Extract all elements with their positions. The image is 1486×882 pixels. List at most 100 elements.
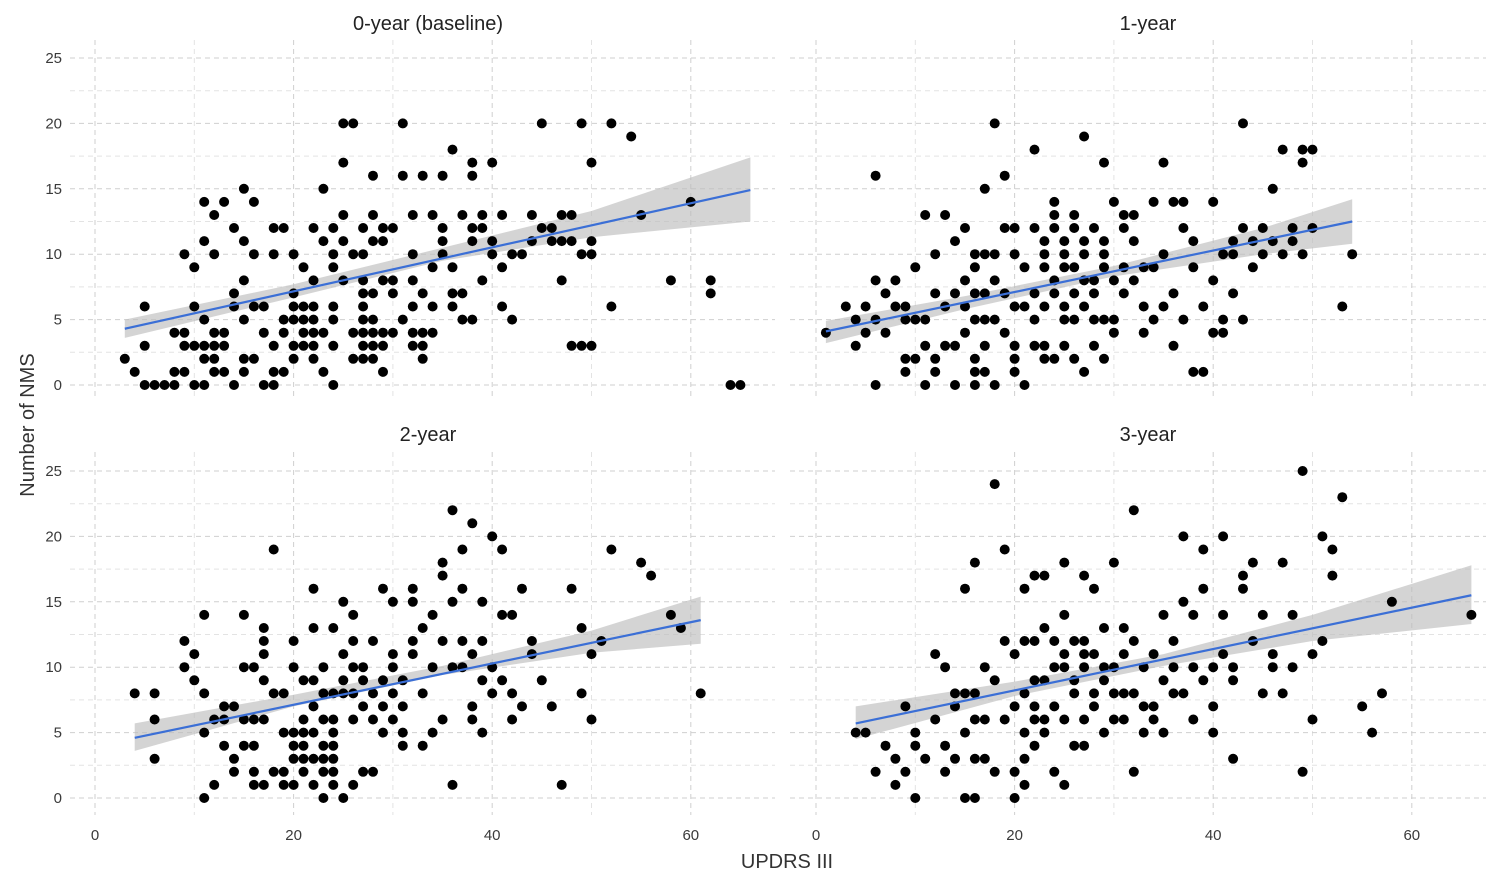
data-point bbox=[288, 353, 299, 364]
data-point bbox=[910, 740, 921, 751]
data-point bbox=[1247, 262, 1258, 273]
data-point bbox=[298, 753, 309, 764]
data-point bbox=[735, 380, 746, 390]
data-point bbox=[1208, 701, 1219, 712]
data-point bbox=[407, 275, 418, 286]
data-point bbox=[1009, 301, 1020, 312]
data-point bbox=[1138, 701, 1149, 712]
data-point bbox=[920, 210, 931, 220]
data-point bbox=[1079, 366, 1090, 377]
data-point bbox=[1138, 727, 1149, 738]
data-point bbox=[1049, 288, 1060, 299]
x-tick-label: 0 bbox=[812, 827, 820, 844]
data-point bbox=[1089, 583, 1099, 594]
data-point bbox=[308, 353, 319, 364]
data-point bbox=[318, 793, 329, 803]
data-point bbox=[258, 649, 269, 660]
data-point bbox=[189, 380, 200, 390]
data-point bbox=[1089, 701, 1099, 712]
data-point bbox=[850, 340, 861, 351]
data-point bbox=[1108, 688, 1119, 699]
data-point bbox=[1238, 314, 1248, 325]
data-point bbox=[447, 144, 458, 155]
data-point bbox=[258, 623, 269, 633]
data-point bbox=[1128, 236, 1139, 247]
data-point bbox=[880, 740, 891, 751]
data-point bbox=[705, 275, 716, 286]
data-point bbox=[338, 210, 349, 220]
data-point bbox=[229, 380, 239, 390]
data-point bbox=[348, 714, 359, 725]
data-point bbox=[358, 675, 369, 686]
data-point bbox=[1079, 714, 1090, 725]
data-point bbox=[1079, 636, 1090, 646]
data-point bbox=[387, 649, 398, 660]
data-point bbox=[1128, 210, 1139, 220]
data-point bbox=[229, 288, 239, 299]
data-point bbox=[940, 740, 951, 751]
data-point bbox=[288, 340, 299, 351]
data-point bbox=[288, 301, 299, 312]
data-point bbox=[407, 636, 418, 646]
data-point bbox=[1118, 623, 1129, 633]
data-point bbox=[576, 688, 587, 699]
data-point bbox=[860, 727, 871, 738]
data-point bbox=[870, 380, 881, 390]
data-point bbox=[960, 688, 970, 699]
data-point bbox=[1089, 340, 1099, 351]
data-point bbox=[487, 531, 498, 542]
data-point bbox=[179, 366, 190, 377]
data-point bbox=[397, 170, 408, 181]
data-point bbox=[1178, 314, 1189, 325]
data-point bbox=[387, 688, 398, 699]
data-point bbox=[969, 288, 980, 299]
data-point bbox=[219, 196, 230, 207]
data-point bbox=[387, 662, 398, 673]
data-point bbox=[695, 688, 706, 699]
data-point bbox=[129, 688, 140, 699]
data-point bbox=[1158, 249, 1169, 260]
data-point bbox=[1337, 492, 1348, 503]
data-point bbox=[880, 327, 891, 338]
data-point bbox=[586, 340, 597, 351]
data-point bbox=[189, 301, 200, 312]
data-point bbox=[219, 327, 230, 338]
data-point bbox=[1009, 649, 1020, 660]
data-point bbox=[1218, 609, 1229, 620]
regression-line bbox=[855, 594, 1472, 725]
data-point bbox=[278, 327, 289, 338]
data-point bbox=[1118, 688, 1129, 699]
data-point bbox=[1019, 301, 1030, 312]
data-point bbox=[179, 636, 190, 646]
data-point bbox=[1128, 636, 1139, 646]
data-point bbox=[517, 249, 527, 260]
data-point bbox=[999, 544, 1010, 555]
data-point bbox=[1228, 753, 1239, 764]
data-point bbox=[437, 557, 448, 568]
data-point bbox=[1079, 131, 1090, 142]
data-point bbox=[1287, 223, 1298, 233]
data-point bbox=[318, 327, 329, 338]
data-point bbox=[407, 340, 418, 351]
data-point bbox=[308, 583, 319, 594]
data-point bbox=[378, 583, 388, 594]
data-point bbox=[199, 609, 210, 620]
data-point bbox=[417, 623, 428, 633]
data-point bbox=[1089, 649, 1099, 660]
data-point bbox=[1009, 701, 1020, 712]
data-point bbox=[1069, 223, 1080, 233]
data-point bbox=[526, 636, 537, 646]
data-point bbox=[1099, 675, 1109, 686]
data-point bbox=[989, 275, 1000, 286]
data-point bbox=[358, 327, 369, 338]
data-point bbox=[1218, 649, 1229, 660]
data-point bbox=[860, 301, 871, 312]
data-point bbox=[268, 766, 279, 777]
data-point bbox=[586, 157, 597, 168]
data-point bbox=[358, 701, 369, 712]
data-point bbox=[248, 766, 259, 777]
data-point bbox=[1069, 636, 1080, 646]
data-point bbox=[308, 223, 319, 233]
data-point bbox=[248, 740, 259, 751]
